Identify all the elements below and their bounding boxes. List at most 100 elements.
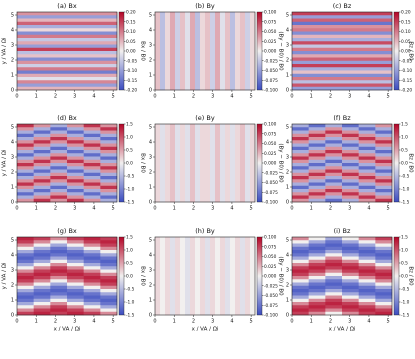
heatmap-cell	[50, 146, 68, 151]
heatmap-cell	[83, 150, 101, 154]
heatmap-cell	[325, 185, 343, 190]
heatmap-cell	[50, 292, 68, 296]
heatmap-cell	[165, 124, 171, 203]
y-tick-label: 5	[286, 13, 289, 19]
heatmap-cell	[342, 198, 359, 203]
heatmap-cell	[17, 308, 34, 313]
heatmap-cell	[375, 179, 393, 183]
heatmap-cell	[292, 250, 309, 254]
heatmap-cell	[33, 127, 51, 131]
heatmap-cell	[292, 70, 393, 75]
colorbar-tick-label: 1.5	[126, 122, 133, 128]
heatmap-cell	[100, 295, 118, 300]
heatmap-cell	[33, 195, 51, 200]
y-tick-label: 3	[286, 43, 289, 49]
colorbar-tick-label: 0.00	[401, 49, 411, 55]
heatmap-cell	[83, 256, 101, 261]
x-tick-label: 2	[192, 94, 195, 100]
heatmap-cell	[292, 31, 393, 36]
panel-title: (e) By	[195, 114, 215, 122]
heatmap-cell	[33, 198, 51, 203]
heatmap-cell	[175, 124, 181, 203]
heatmap-cell	[33, 137, 51, 141]
y-tick-label: 1	[149, 73, 152, 79]
heatmap-cell	[33, 159, 51, 164]
heatmap-cell	[83, 189, 101, 193]
heatmap-cell	[67, 185, 84, 190]
heatmap-cell	[220, 12, 226, 91]
heatmap-cell	[325, 266, 343, 270]
heatmap-cell	[308, 192, 326, 196]
heatmap-cell	[100, 311, 118, 316]
heatmap-cell	[100, 298, 118, 303]
heatmap-cell	[292, 269, 309, 274]
heatmap-cell	[342, 133, 359, 138]
heatmap-cell	[100, 163, 118, 167]
heatmap-cell	[33, 302, 51, 306]
heatmap-cell	[50, 159, 68, 164]
heatmap-cell	[83, 163, 101, 167]
heatmap-cell	[50, 189, 68, 193]
heatmap-cell	[33, 163, 51, 167]
heatmap-cell	[292, 44, 393, 49]
heatmap-cell	[33, 124, 51, 128]
heatmap-cell	[240, 124, 246, 203]
colorbar-label: Bz / B0	[408, 153, 414, 173]
heatmap-cell	[308, 298, 326, 303]
heatmap-cell	[17, 282, 34, 287]
heatmap-cell	[33, 263, 51, 267]
heatmap-cell	[170, 124, 176, 203]
heatmap-cell	[50, 192, 68, 196]
heatmap-cell	[33, 176, 51, 180]
heatmap-cell	[210, 12, 216, 91]
y-tick-label: 0	[149, 313, 152, 319]
heatmap-cell	[17, 127, 34, 131]
colorbar-tick-label: 0.00	[126, 49, 136, 55]
heatmap-cell	[308, 250, 326, 254]
heatmap-cell	[83, 192, 101, 196]
heatmap-cell	[100, 182, 118, 187]
x-axis-label: x / VA / Ωi	[54, 327, 81, 333]
heatmap-cell	[375, 285, 393, 290]
heatmap-cell	[308, 246, 326, 251]
heatmap-cell	[342, 246, 359, 251]
heatmap-cell	[342, 166, 359, 170]
heatmap-cell	[292, 192, 309, 196]
heatmap-cell	[308, 166, 326, 170]
colorbar-tick-label: -0.025	[264, 58, 278, 64]
x-tick-label: 5	[250, 206, 253, 212]
heatmap-cell	[50, 279, 68, 283]
heatmap-cell	[342, 189, 359, 193]
heatmap-cell	[308, 243, 326, 248]
heatmap-cell	[155, 124, 161, 203]
heatmap-cell	[230, 237, 236, 316]
heatmap-cell	[33, 308, 51, 313]
heatmap-cell	[17, 159, 34, 164]
heatmap-cell	[240, 237, 246, 316]
heatmap-cell	[33, 269, 51, 274]
heatmap-cell	[325, 289, 343, 293]
colorbar-tick-label: 0.100	[264, 235, 277, 241]
heatmap-cell	[100, 246, 118, 251]
heatmap-cell	[342, 156, 359, 161]
colorbar-tick-label: -1.5	[126, 313, 135, 319]
heatmap-cell	[33, 285, 51, 290]
heatmap-cell	[83, 253, 101, 257]
heatmap-cell	[292, 73, 393, 78]
heatmap-cell	[50, 269, 68, 274]
heatmap-cell	[83, 305, 101, 309]
heatmap-cell	[358, 256, 376, 261]
plot-frame	[291, 123, 393, 203]
heatmap-cell	[200, 12, 206, 91]
heatmap-cell	[50, 253, 68, 257]
heatmap-cell	[33, 279, 51, 283]
heatmap-cell	[375, 185, 393, 190]
colorbar-tick-label: 0.000	[264, 161, 277, 167]
heatmap-cell	[358, 124, 376, 128]
heatmap-cell	[292, 263, 309, 267]
colorbar-tick-label: -0.10	[126, 68, 137, 74]
heatmap-cell	[358, 150, 376, 154]
heatmap-cell	[375, 172, 393, 177]
heatmap-cell	[215, 124, 221, 203]
heatmap-cell	[33, 182, 51, 187]
